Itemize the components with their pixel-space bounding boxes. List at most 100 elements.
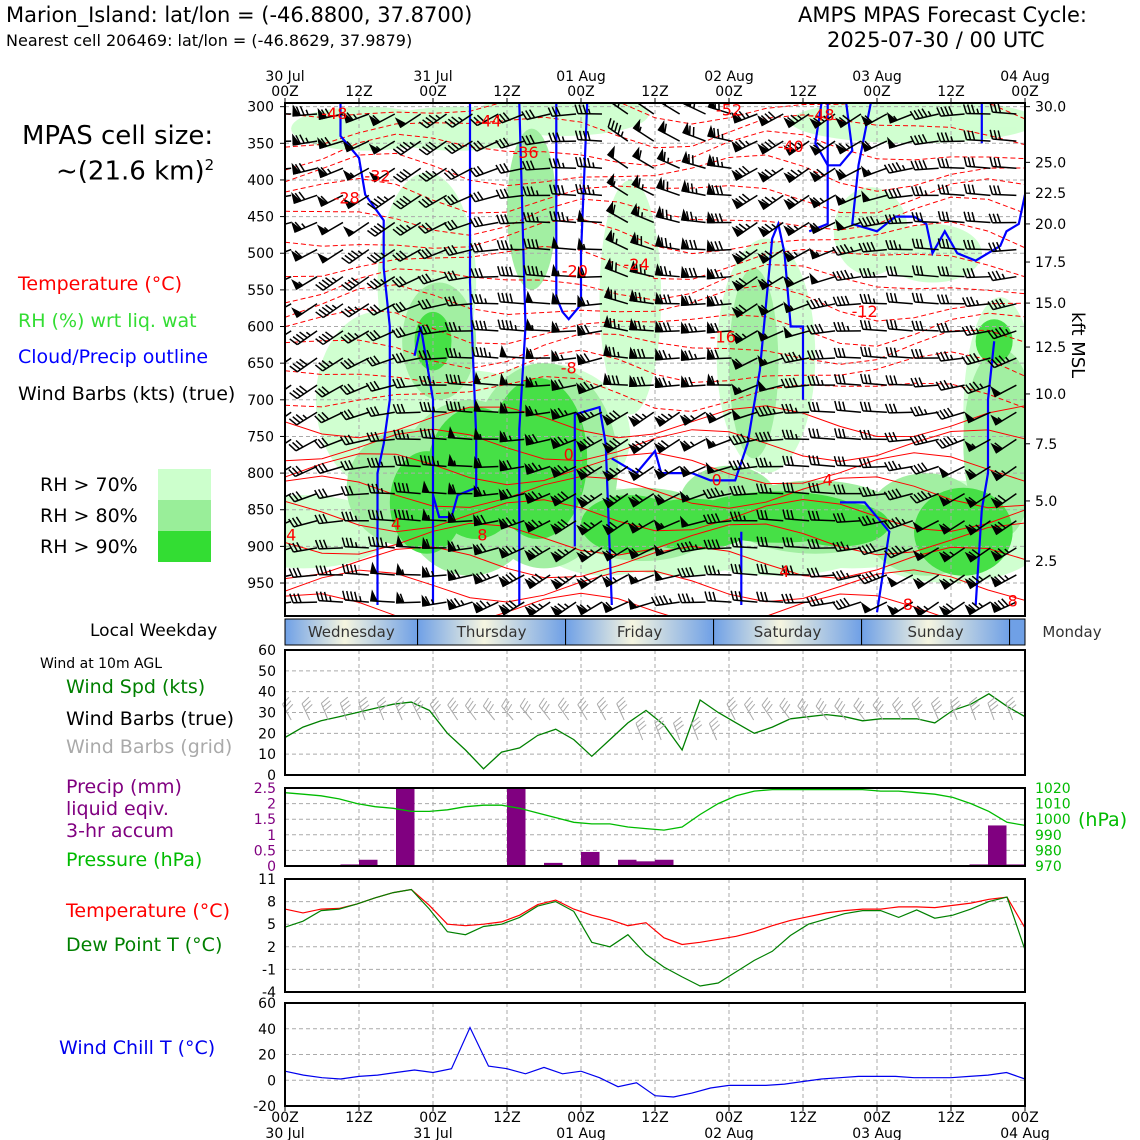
panel-grid xyxy=(284,650,1026,775)
pressure-line xyxy=(284,788,1026,831)
wind-barb xyxy=(473,427,499,441)
wind-barb xyxy=(501,697,514,721)
wind-barb xyxy=(469,216,499,228)
wind-barb xyxy=(392,221,422,236)
temperature-contour-label: 0 xyxy=(564,445,574,464)
wind-barb xyxy=(601,574,629,588)
wind-barb xyxy=(418,349,447,361)
wind-barb xyxy=(285,574,292,582)
wind-barb xyxy=(524,519,551,533)
wind-barb xyxy=(339,434,370,446)
wind-barb xyxy=(548,158,577,169)
wind-barb xyxy=(601,601,629,614)
legend-cloud: Cloud/Precip outline xyxy=(18,346,209,368)
wind-barb xyxy=(703,539,732,550)
legend-windchill: Wind Chill T (°C) xyxy=(59,1037,216,1059)
wind-barb xyxy=(551,263,577,278)
wind-barb xyxy=(706,373,732,386)
wind-barb xyxy=(963,156,991,169)
top-date-label: 02 Aug xyxy=(704,69,754,85)
wind-barb xyxy=(394,113,422,129)
wind-barb xyxy=(551,292,577,305)
precip-bar xyxy=(544,862,563,866)
wind-barb xyxy=(367,483,395,495)
wind-barb xyxy=(421,565,447,578)
wind-barb xyxy=(482,697,496,721)
wind-barb xyxy=(781,429,810,441)
wind-barb xyxy=(730,537,758,549)
wind-barb xyxy=(285,384,292,400)
pressure-tick-label: 450 xyxy=(247,210,274,226)
wind-barb xyxy=(859,401,887,414)
wind-barb xyxy=(447,697,459,721)
wind-barb xyxy=(525,404,551,417)
wind-barb xyxy=(858,215,887,228)
temperature-contour-label: -48 xyxy=(321,104,347,123)
wind-barb xyxy=(912,547,940,562)
wind-barb xyxy=(679,438,706,452)
wind-barb xyxy=(806,349,836,361)
wind-barb xyxy=(990,547,1017,562)
temperature-contour-label: -12 xyxy=(852,302,878,321)
wind-barb xyxy=(936,106,965,117)
weekday-label: Sunday xyxy=(908,623,964,641)
top-hour-label: 12Z xyxy=(789,84,816,100)
wind-barb xyxy=(525,290,551,305)
wind-barb xyxy=(712,656,735,666)
bottom-date-label: 01 Aug xyxy=(556,1126,606,1140)
wind-barb xyxy=(367,221,396,237)
wind-barb xyxy=(418,167,447,182)
wind-barb xyxy=(841,657,865,669)
wind-barb xyxy=(601,646,625,657)
pressure-tick-label: 950 xyxy=(247,576,274,592)
wind-barb xyxy=(833,455,862,468)
wind-barb xyxy=(317,248,344,264)
wind-barb xyxy=(391,301,421,313)
wind-barb xyxy=(657,119,681,142)
wind-barb xyxy=(749,657,773,668)
height-tick-label: 30.0 xyxy=(1035,100,1066,116)
wind-barb xyxy=(654,569,680,582)
wind-barb xyxy=(288,567,318,578)
wind-barb xyxy=(627,465,655,482)
wind-barb xyxy=(288,438,318,452)
height-tick-label: 10.0 xyxy=(1035,387,1066,403)
wind-barb xyxy=(342,140,370,153)
legend-wind: Wind Barbs (kts) (true) xyxy=(18,383,236,405)
wind-barb xyxy=(469,242,499,253)
temperature-contour xyxy=(285,218,1025,255)
wind-barb xyxy=(628,374,654,388)
wind-barb xyxy=(731,276,758,292)
temperature-contour-label: -8 xyxy=(561,358,577,377)
y-tick-label: 2 xyxy=(267,940,276,956)
wind-barb xyxy=(680,375,706,388)
height-tick-label: 22.5 xyxy=(1035,186,1066,202)
wind-barb xyxy=(860,657,884,668)
y-tick-label: 60 xyxy=(258,643,276,659)
bottom-hour-label: 12Z xyxy=(345,1110,372,1126)
wind-barb xyxy=(885,319,913,332)
temperature-contour xyxy=(285,130,1025,171)
wind-barb xyxy=(577,237,602,251)
wind-barb xyxy=(655,205,680,224)
legend-dewpoint: Dew Point T (°C) xyxy=(66,934,223,956)
wind-barb xyxy=(417,298,447,310)
wind-barb xyxy=(938,574,965,590)
wind-barb xyxy=(694,655,718,666)
wind-barb xyxy=(575,464,603,481)
wind-barb xyxy=(807,538,836,550)
wind-barb xyxy=(782,536,810,549)
wind-barb xyxy=(602,520,629,536)
wind-barb xyxy=(628,317,654,332)
wind-barb xyxy=(434,657,458,667)
height-tick-label: 5.0 xyxy=(1035,494,1057,510)
wind-barb xyxy=(288,465,318,478)
wind-barb xyxy=(601,410,629,426)
wind-barb xyxy=(446,597,473,611)
wind-barb xyxy=(469,191,499,203)
wind-barb xyxy=(808,482,836,495)
wind-barb xyxy=(675,654,699,666)
wind-barb xyxy=(853,697,866,721)
wind-barb xyxy=(291,162,318,175)
dewpoint-line xyxy=(284,888,1026,987)
